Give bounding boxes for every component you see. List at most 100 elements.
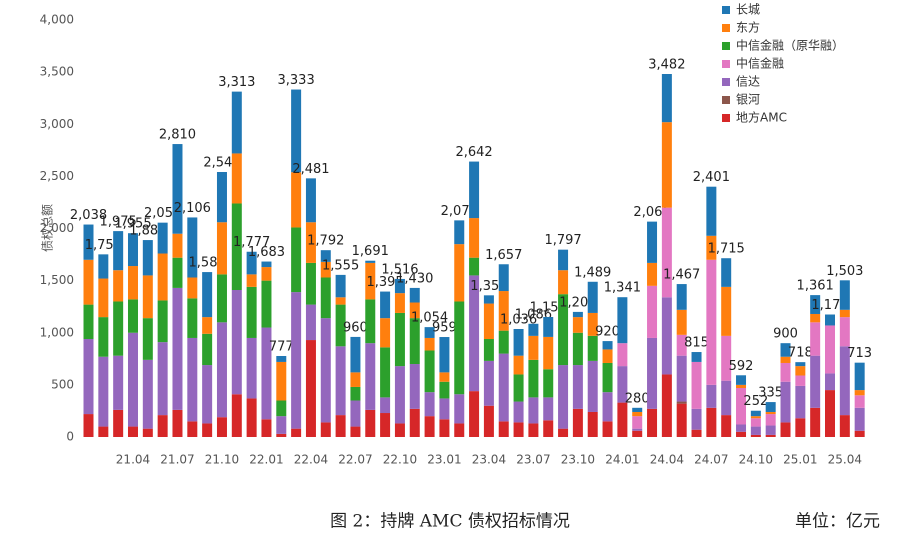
- bar-segment: [261, 267, 272, 281]
- bar-segment: [98, 426, 109, 437]
- bar-segment: [513, 422, 524, 437]
- bar-segment: [216, 274, 227, 323]
- bar-segment: [795, 385, 806, 419]
- bar-segment: [795, 418, 806, 437]
- total-label: 1,792: [307, 234, 344, 249]
- bar-segment: [825, 314, 835, 326]
- total-label: 3,333: [278, 73, 315, 88]
- bar-segment: [202, 317, 213, 334]
- bar-segment: [721, 380, 732, 416]
- bar-segment: [721, 415, 732, 437]
- bar-segment: [83, 224, 94, 260]
- total-label: 1,054: [411, 311, 448, 326]
- total-label: 900: [773, 327, 798, 342]
- bar-segment: [513, 401, 524, 423]
- bar-segment: [409, 318, 420, 365]
- x-tick-label: 24.07: [694, 453, 728, 467]
- bar-segment: [825, 390, 835, 437]
- bar-segment: [380, 397, 391, 414]
- bar-segment: [469, 275, 480, 392]
- bar-segment: [142, 359, 153, 429]
- bar-segment: [409, 408, 420, 437]
- total-label: 1,503: [826, 264, 863, 279]
- bar-segment: [98, 254, 109, 279]
- bar-segment: [721, 335, 732, 381]
- bar-segment: [810, 295, 821, 314]
- bar-segment: [469, 218, 480, 258]
- bar-segment: [810, 313, 821, 323]
- bar-segment: [780, 362, 791, 382]
- bar-segment: [572, 317, 583, 333]
- bar-segment: [572, 311, 583, 318]
- total-label: 335: [758, 386, 783, 401]
- total-label: 1,467: [663, 268, 700, 283]
- bar-segment: [380, 318, 391, 348]
- bar-segment: [617, 297, 628, 344]
- bar-segment: [839, 415, 850, 437]
- x-tick-label: 24.10: [739, 453, 773, 467]
- bar-segment: [365, 343, 376, 410]
- bar-segment: [750, 418, 761, 427]
- bar-segment: [409, 302, 420, 319]
- bar-segment: [528, 397, 539, 424]
- bar-segment: [469, 161, 480, 219]
- total-label: 2,106: [174, 201, 211, 216]
- bar-segment: [572, 332, 583, 366]
- bar-segment: [439, 381, 450, 399]
- bar-segment: [483, 303, 494, 340]
- bar-segment: [187, 337, 198, 422]
- bar-segment: [216, 417, 227, 437]
- bar-segment: [765, 425, 776, 435]
- bar-segment: [469, 391, 480, 437]
- bar-segment: [676, 401, 687, 404]
- bar-segment: [617, 366, 628, 403]
- total-label: 3,482: [648, 58, 685, 73]
- total-label: 718: [788, 346, 813, 361]
- total-label: 815: [684, 336, 709, 351]
- total-label: 1,359: [470, 279, 507, 294]
- bar-segment: [676, 355, 687, 402]
- y-tick-label: 2,500: [40, 169, 74, 183]
- total-label: 1,582: [189, 256, 226, 271]
- bar-segment: [825, 373, 835, 391]
- bar-segment: [750, 416, 761, 419]
- bar-segment: [780, 422, 791, 437]
- bar-segment: [365, 260, 376, 263]
- bar-segment: [647, 285, 658, 338]
- bar-segment: [157, 342, 168, 416]
- bar-segment: [335, 304, 346, 347]
- bar-segment: [172, 409, 183, 437]
- bar-segment: [765, 411, 776, 415]
- bar-segment: [706, 259, 717, 385]
- total-label: 252: [743, 394, 768, 409]
- total-label: 2,056: [144, 206, 181, 221]
- bar-segment: [454, 220, 465, 245]
- bar-segment: [335, 415, 346, 437]
- bar-segment: [543, 336, 554, 370]
- bar-segment: [365, 299, 376, 344]
- bar-segment: [305, 178, 316, 223]
- bar-segment: [513, 374, 524, 402]
- bar-segment: [231, 153, 242, 204]
- bar-segment: [750, 434, 761, 437]
- total-label: 592: [729, 359, 754, 374]
- bar-segment: [691, 352, 702, 362]
- bar-segment: [780, 381, 791, 423]
- bar-segment: [127, 299, 138, 333]
- bar-segment: [780, 343, 791, 357]
- bar-segment: [157, 415, 168, 437]
- bar-segment: [320, 422, 331, 437]
- bar-segment: [661, 297, 672, 375]
- total-label: 1,797: [544, 233, 581, 248]
- bar-segment: [127, 332, 138, 427]
- total-label: 1,430: [396, 271, 433, 286]
- bar-segment: [424, 392, 435, 417]
- bar-segment: [350, 426, 361, 437]
- bar-segment: [706, 235, 717, 260]
- bar-segment: [647, 337, 658, 409]
- x-tick-label: 21.10: [205, 453, 239, 467]
- bar-segment: [157, 300, 168, 343]
- bar-segment: [587, 411, 598, 437]
